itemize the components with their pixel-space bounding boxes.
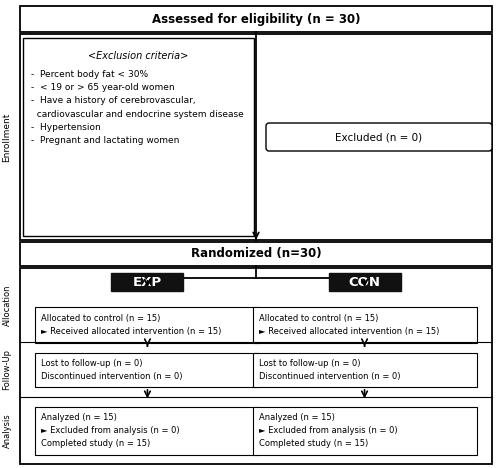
FancyBboxPatch shape	[20, 268, 492, 464]
Text: Allocated to control (n = 15)
► Received allocated intervention (n = 15): Allocated to control (n = 15) ► Received…	[42, 314, 222, 336]
Text: Analysis: Analysis	[2, 413, 12, 448]
Text: -  Percent body fat < 30%
-  < 19 or > 65 year-old women
-  Have a history of ce: - Percent body fat < 30% - < 19 or > 65 …	[31, 70, 244, 145]
FancyBboxPatch shape	[266, 123, 492, 151]
FancyBboxPatch shape	[328, 273, 400, 291]
FancyBboxPatch shape	[252, 353, 476, 387]
Text: Analyzed (n = 15)
► Excluded from analysis (n = 0)
Completed study (n = 15): Analyzed (n = 15) ► Excluded from analys…	[258, 413, 397, 448]
Text: Follow-Up: Follow-Up	[2, 350, 12, 390]
Text: Excluded (n = 0): Excluded (n = 0)	[336, 132, 422, 142]
Text: Lost to follow-up (n = 0)
Discontinued intervention (n = 0): Lost to follow-up (n = 0) Discontinued i…	[258, 359, 400, 381]
FancyBboxPatch shape	[252, 407, 476, 455]
Text: Enrollment: Enrollment	[2, 112, 12, 161]
FancyBboxPatch shape	[20, 6, 492, 32]
FancyBboxPatch shape	[36, 407, 260, 455]
Text: Allocated to control (n = 15)
► Received allocated intervention (n = 15): Allocated to control (n = 15) ► Received…	[258, 314, 439, 336]
FancyBboxPatch shape	[23, 38, 254, 236]
Text: <Exclusion criteria>: <Exclusion criteria>	[88, 51, 188, 61]
Text: CON: CON	[348, 276, 380, 288]
FancyBboxPatch shape	[252, 307, 476, 343]
FancyBboxPatch shape	[20, 34, 492, 240]
Text: Allocation: Allocation	[2, 285, 12, 326]
Text: Analyzed (n = 15)
► Excluded from analysis (n = 0)
Completed study (n = 15): Analyzed (n = 15) ► Excluded from analys…	[42, 413, 180, 448]
Text: EXP: EXP	[133, 276, 162, 288]
Text: Lost to follow-up (n = 0)
Discontinued intervention (n = 0): Lost to follow-up (n = 0) Discontinued i…	[42, 359, 183, 381]
FancyBboxPatch shape	[36, 353, 260, 387]
Text: Randomized (n=30): Randomized (n=30)	[190, 248, 322, 261]
FancyBboxPatch shape	[112, 273, 184, 291]
FancyBboxPatch shape	[20, 242, 492, 266]
Text: Assessed for eligibility (n = 30): Assessed for eligibility (n = 30)	[152, 13, 360, 25]
FancyBboxPatch shape	[36, 307, 260, 343]
